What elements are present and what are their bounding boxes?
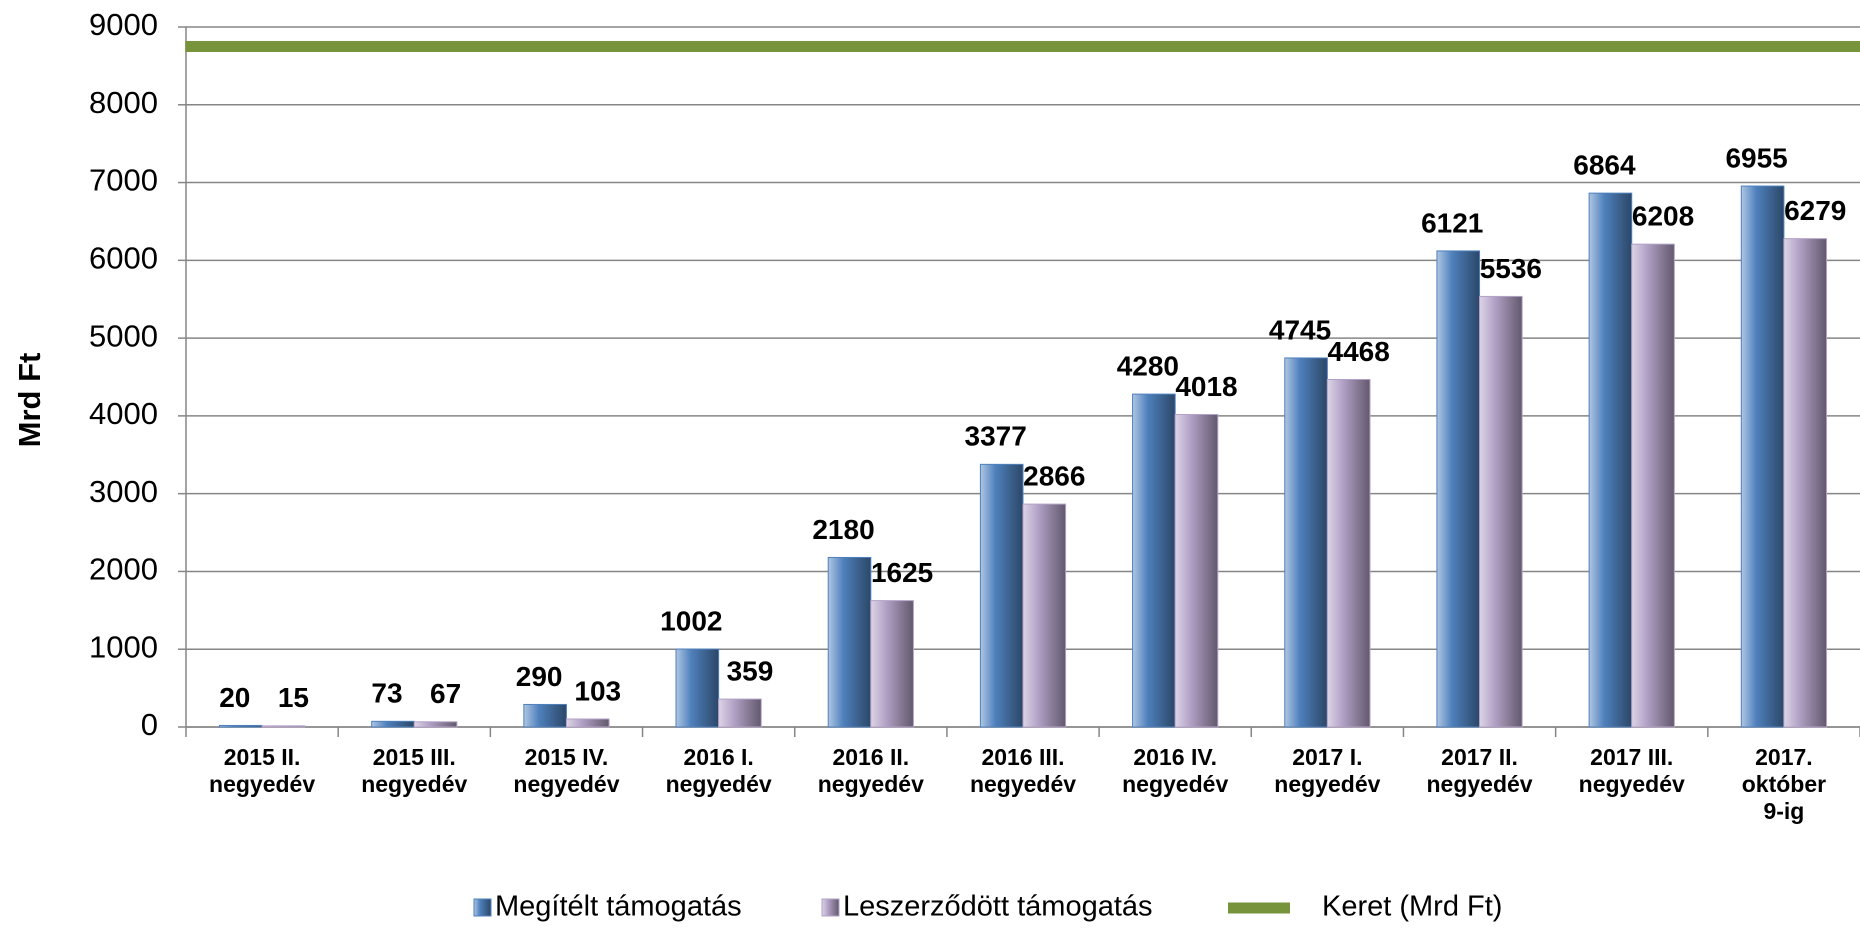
x-tick-label: negyedév: [513, 771, 619, 797]
legend-swatch: [821, 898, 840, 917]
x-tick-label: negyedév: [666, 771, 772, 797]
data-label: 67: [430, 678, 461, 709]
y-tick-label: 2000: [89, 552, 158, 587]
bar: [1284, 357, 1328, 728]
y-tick-label: 6000: [89, 241, 158, 276]
bar: [218, 724, 263, 728]
data-label: 4018: [1175, 371, 1237, 402]
data-label: 73: [371, 678, 402, 709]
legend-label: Leszerződött támogatás: [843, 891, 1153, 923]
bar: [1174, 413, 1219, 728]
data-label: 290: [516, 661, 563, 692]
bar: [870, 600, 914, 728]
data-label: 5536: [1480, 253, 1542, 284]
x-tick-label: 2016 I.: [683, 744, 753, 770]
bar: [827, 556, 872, 728]
bar: [1631, 243, 1675, 728]
x-tick-label: 2015 IV.: [525, 744, 609, 770]
x-tick-label: 9-ig: [1763, 798, 1804, 824]
data-label: 20: [219, 682, 250, 713]
y-tick-label: 5000: [89, 318, 158, 353]
y-tick-label: 0: [141, 707, 158, 742]
x-tick-label: 2016 IV.: [1133, 744, 1217, 770]
data-label: 4468: [1328, 336, 1390, 367]
data-label: 3377: [965, 421, 1027, 452]
legend-label: Keret (Mrd Ft): [1322, 891, 1502, 923]
y-tick-label: 3000: [89, 474, 158, 509]
bar: [1326, 378, 1371, 728]
y-axis-label: Mrd Ft: [12, 353, 47, 448]
bar: [523, 703, 567, 728]
bar: [979, 463, 1024, 728]
x-tick-label: negyedév: [361, 771, 467, 797]
y-tick-label: 9000: [89, 7, 158, 42]
x-tick-label: negyedév: [1274, 771, 1380, 797]
data-label: 4280: [1117, 351, 1179, 382]
data-label: 4745: [1269, 314, 1331, 345]
x-tick-label: negyedév: [1579, 771, 1685, 797]
data-label: 6121: [1421, 207, 1483, 238]
x-tick-label: 2017 II.: [1441, 744, 1518, 770]
x-tick-label: október: [1742, 771, 1826, 797]
x-tick-label: negyedév: [1122, 771, 1228, 797]
data-label: 1002: [660, 605, 722, 636]
x-tick-label: 2016 II.: [832, 744, 909, 770]
bar: [718, 698, 762, 728]
y-tick-label: 1000: [89, 629, 158, 664]
legend-swatch: [473, 898, 492, 917]
bar: [1588, 192, 1633, 728]
y-tick-label: 4000: [89, 396, 158, 431]
x-tick-label: 2015 III.: [373, 744, 456, 770]
bar: [565, 718, 610, 728]
data-label: 6279: [1784, 195, 1846, 226]
data-label: 6208: [1632, 201, 1694, 232]
data-label: 6864: [1573, 150, 1636, 181]
bar: [1479, 295, 1523, 728]
y-tick-label: 8000: [89, 85, 158, 120]
bar: [675, 648, 720, 728]
bar: [261, 725, 306, 728]
bar: [1783, 238, 1828, 728]
data-label: 2180: [812, 514, 874, 545]
bar: [1740, 185, 1785, 728]
x-tick-label: negyedév: [818, 771, 924, 797]
bar: [1436, 250, 1481, 728]
bar: [1022, 503, 1067, 728]
x-tick-label: negyedév: [1426, 771, 1532, 797]
x-tick-label: 2017 I.: [1292, 744, 1362, 770]
x-tick-label: 2017 III.: [1590, 744, 1673, 770]
bar: [413, 721, 458, 728]
data-label: 2866: [1023, 460, 1085, 491]
data-label: 103: [574, 675, 621, 706]
bar: [371, 720, 415, 728]
x-tick-label: negyedév: [970, 771, 1076, 797]
data-label: 1625: [871, 557, 933, 588]
x-tick-label: 2016 III.: [981, 744, 1064, 770]
data-label: 359: [727, 655, 774, 686]
data-label: 6955: [1725, 142, 1787, 173]
x-tick-label: 2015 II.: [224, 744, 301, 770]
y-tick-label: 7000: [89, 163, 158, 198]
data-label: 15: [278, 682, 309, 713]
x-tick-label: 2017.: [1755, 744, 1813, 770]
x-tick-label: negyedév: [209, 771, 315, 797]
legend-label: Megítélt támogatás: [495, 891, 742, 923]
bar: [1132, 393, 1176, 728]
